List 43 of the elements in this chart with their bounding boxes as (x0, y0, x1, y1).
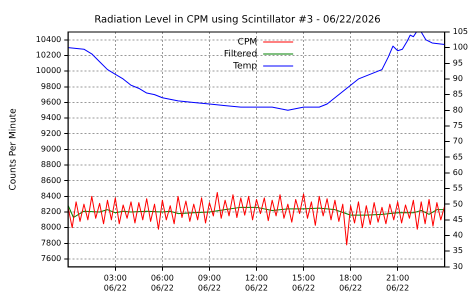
y-tick-label: 8200 (40, 207, 62, 216)
y2-tick-label: 75 (452, 121, 463, 130)
x-tick-label: 18:00 06/22 (339, 274, 362, 292)
x-tick-label: 06:00 06/22 (150, 274, 174, 292)
legend-label: Temp (232, 61, 258, 72)
y-tick-label: 7800 (40, 238, 62, 248)
y-tick-label: 8000 (40, 222, 62, 232)
y2-tick-label: 30 (452, 262, 463, 271)
y-tick-label: 9200 (40, 128, 62, 138)
y2-tick-label: 100 (452, 42, 468, 52)
y2-tick-label: 45 (452, 214, 463, 224)
y-tick-label: 10000 (36, 66, 62, 76)
y2-tick-label: 40 (452, 230, 463, 240)
y-tick-label: 8800 (40, 160, 62, 170)
x-tick-label: 12:00 06/22 (244, 274, 268, 292)
y2-tick-label: 70 (452, 136, 463, 146)
y-tick-label: 9400 (40, 113, 62, 122)
y-tick-label: 8400 (40, 191, 62, 200)
y2-tick-label: 60 (452, 168, 463, 177)
y-tick-label: 9000 (40, 144, 62, 154)
y-tick-label: 10200 (36, 50, 62, 60)
y2-tick-label: 50 (452, 199, 463, 208)
chart-title: Radiation Level in CPM using Scintillator #3 - 06/22/2026 (94, 14, 381, 26)
y2-tick-label: 105 (452, 27, 468, 36)
y-tick-label: 9800 (40, 82, 62, 91)
y-tick-label: 10400 (36, 34, 62, 44)
y2-tick-label: 65 (452, 152, 463, 162)
x-tick-label: 15:00 06/22 (292, 274, 316, 292)
legend-label: Filtered (224, 49, 258, 60)
y2-tick-label: 95 (452, 58, 463, 68)
y-axis-title: Counts Per Minute (8, 108, 19, 191)
x-tick-label: 09:00 06/22 (198, 274, 221, 292)
y2-tick-label: 80 (452, 105, 463, 114)
y2-tick-label: 55 (452, 184, 463, 193)
y-tick-label: 9600 (40, 98, 62, 107)
x-tick-label: 21:00 06/22 (386, 274, 410, 292)
y-tick-label: 8600 (40, 176, 62, 185)
y2-tick-label: 90 (452, 74, 463, 84)
y2-tick-label: 85 (452, 90, 463, 99)
legend-label: CPM (238, 37, 258, 48)
y-tick-label: 7600 (40, 254, 62, 264)
x-tick-label: 03:00 06/22 (104, 274, 127, 292)
y2-tick-label: 35 (452, 246, 463, 256)
